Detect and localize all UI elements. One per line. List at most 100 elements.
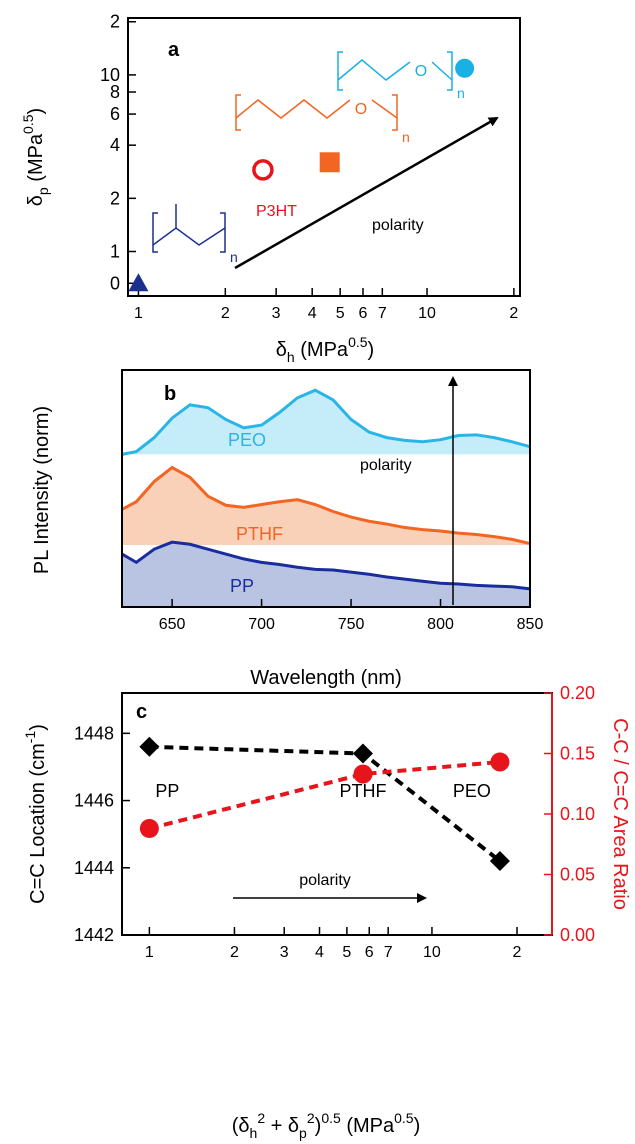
x-tick-label: 4	[308, 305, 317, 322]
spectrum-line	[121, 388, 531, 456]
data-point	[139, 819, 159, 839]
y-tick-label: 1442	[74, 925, 114, 945]
atom-label: O	[355, 101, 367, 118]
y-tick-label: 0.00	[560, 925, 595, 945]
spectrum-line	[121, 465, 531, 546]
pp-structure	[152, 204, 226, 253]
label-part: )	[368, 339, 375, 361]
axis-label: C-C / C=C Area Ratio	[609, 718, 631, 910]
label-part: (δ	[232, 1115, 250, 1137]
area-fill	[122, 467, 530, 545]
panel-label: a	[168, 39, 180, 61]
y-tick-label: 1448	[74, 723, 114, 743]
label-part: (MPa	[25, 133, 47, 187]
y-tick-label: 1	[110, 241, 120, 261]
x-tick-label: 850	[517, 616, 544, 633]
label-part: δ	[25, 195, 47, 206]
x-tick-label: 2	[509, 305, 518, 322]
series-label: PTHF	[236, 524, 283, 544]
x-tick-label: 750	[338, 616, 365, 633]
y-tick-label: 1444	[74, 858, 114, 878]
x-tick-label: 6	[359, 305, 368, 322]
data-point	[319, 152, 340, 173]
x-tick-label: 5	[336, 305, 345, 322]
x-tick-label: 2	[230, 944, 239, 961]
axis-label: PL Intensity (norm)	[31, 406, 53, 574]
plot-frame	[121, 369, 531, 608]
y-tick-label: 6	[110, 104, 120, 124]
label-part: 0.5	[394, 1110, 414, 1126]
plot-frame	[127, 17, 521, 297]
series-label: PEO	[228, 430, 266, 450]
y-tick-label: 8	[110, 82, 120, 102]
panel-label: b	[164, 383, 176, 405]
x-tick-label: 7	[378, 305, 387, 322]
y-tick-label: 0.15	[560, 744, 595, 764]
series-line	[149, 744, 502, 863]
repeat-n: n	[230, 249, 238, 265]
annotation: P3HT	[256, 203, 297, 220]
x-tick-label: 3	[272, 305, 281, 322]
axis-label: (δh2 + δp2)0.5 (MPa0.5)	[232, 1110, 421, 1141]
x-tick-label: 2	[221, 305, 230, 322]
point-label: PP	[155, 781, 179, 801]
label-part: h	[287, 349, 295, 365]
data-point	[490, 752, 510, 772]
label-part: )	[25, 108, 47, 115]
label-part: (MPa	[341, 1115, 395, 1137]
label-part: p	[35, 187, 51, 195]
label-part: 0.5	[20, 114, 36, 134]
label-part: C=C Location (cm	[27, 743, 49, 904]
label-part: 0.5	[321, 1110, 341, 1126]
label-part: h	[250, 1125, 258, 1141]
axis-label: Wavelength (nm)	[250, 667, 402, 689]
y-tick-label: 1446	[74, 791, 114, 811]
label-part: -1	[22, 731, 38, 744]
x-tick-label: 5	[342, 944, 351, 961]
peo-structure	[337, 51, 453, 91]
label-part: (MPa	[295, 339, 349, 361]
x-tick-label: 4	[315, 944, 324, 961]
x-tick-label: 3	[280, 944, 289, 961]
data-point	[252, 159, 274, 181]
axis-label: C=C Location (cm-1)	[22, 724, 49, 904]
repeat-n: n	[402, 129, 410, 145]
label-part: p	[299, 1125, 307, 1141]
data-point	[352, 743, 373, 764]
x-tick-label: 7	[384, 944, 393, 961]
data-point	[455, 58, 475, 78]
y-tick-label: 2	[110, 188, 120, 208]
y-tick-label: 0.10	[560, 804, 595, 824]
data-point	[353, 764, 373, 784]
annotation: polarity	[299, 872, 351, 889]
annotation: polarity	[360, 457, 412, 474]
x-tick-label: 10	[418, 305, 436, 322]
label-part: )	[414, 1115, 421, 1137]
annotation: polarity	[372, 217, 424, 234]
x-tick-label: 1	[134, 305, 143, 322]
y-tick-label: 10	[100, 65, 120, 85]
data-point	[128, 273, 149, 292]
label-part: )	[27, 724, 49, 731]
spectrum-line	[121, 540, 531, 591]
area-fill	[122, 390, 530, 455]
series-label: PP	[230, 576, 254, 596]
label-part: δ	[276, 339, 287, 361]
pthf-structure	[235, 94, 398, 131]
y-tick-label: 0.05	[560, 865, 595, 885]
label-part: 0.5	[348, 334, 368, 350]
y-tick-label: 0.20	[560, 683, 595, 703]
axis-label: δh (MPa0.5)	[276, 334, 374, 365]
x-tick-label: 2	[513, 944, 522, 961]
panel-label: c	[136, 701, 147, 723]
label-part: 2	[257, 1110, 265, 1126]
repeat-n: n	[457, 85, 465, 101]
x-tick-label: 650	[159, 616, 186, 633]
label-part: )	[315, 1115, 322, 1137]
polarity-arrow	[234, 116, 499, 270]
point-label: PTHF	[339, 781, 386, 801]
atom-label: O	[415, 63, 427, 80]
axis-label: δp (MPa0.5)	[20, 108, 51, 206]
x-tick-label: 1	[145, 944, 154, 961]
